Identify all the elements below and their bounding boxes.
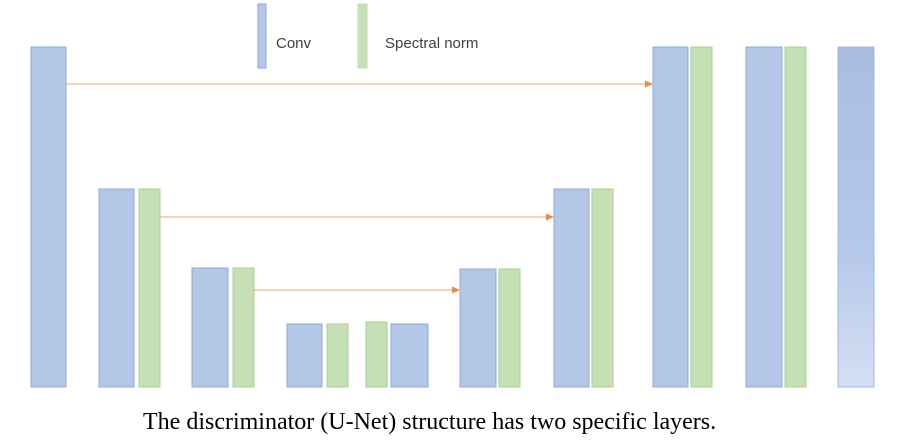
bottleneck	[286, 321, 429, 388]
enc1-spectral-bar	[138, 188, 161, 388]
legend-conv-label: Conv	[276, 35, 312, 52]
skip-connections	[66, 80, 653, 294]
bottleneck-spectral-bar-2	[365, 321, 388, 388]
enc1-conv-bar	[98, 188, 135, 388]
decoder	[459, 46, 875, 388]
dec4-conv-bar	[745, 46, 783, 388]
dec3-spectral-bar	[690, 46, 713, 388]
enc2-spectral-bar	[232, 267, 255, 388]
dec4-spectral-bar	[784, 46, 807, 388]
legend-spectral-swatch	[357, 3, 368, 69]
dec1-conv-bar	[459, 268, 497, 388]
enc2-conv-bar	[191, 267, 229, 388]
bottleneck-conv-bar-1	[286, 323, 323, 388]
input-conv-bar	[30, 46, 67, 388]
dec2-spectral-bar	[591, 188, 614, 388]
bottleneck-conv-bar-2	[390, 323, 429, 388]
output-conv-bar	[837, 46, 875, 388]
encoder	[30, 46, 255, 388]
legend-spectral-label: Spectral norm	[385, 35, 478, 52]
dec2-conv-bar	[553, 188, 590, 388]
legend-conv-swatch	[257, 3, 267, 69]
bottleneck-spectral-bar-1	[326, 323, 349, 388]
figure-caption: The discriminator (U-Net) structure has …	[143, 409, 716, 435]
dec1-spectral-bar	[498, 268, 521, 388]
dec3-conv-bar	[652, 46, 689, 388]
legend: Conv Spectral norm	[257, 3, 478, 69]
